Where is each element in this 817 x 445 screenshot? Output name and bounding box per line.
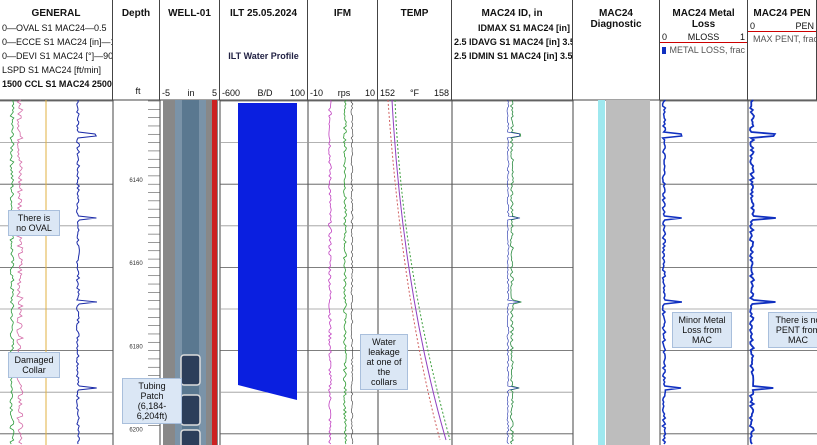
unit-label: ft: [113, 84, 160, 98]
depth-label: 6160: [129, 261, 143, 267]
scale-row: -5 in 5: [160, 88, 219, 98]
scale-row: 0 MLOSS 1: [660, 32, 747, 43]
diagnostic-band: [606, 100, 650, 445]
curve-label: IDMAX S1 MAC24 [in]: [452, 21, 572, 35]
track-header: ILT 25.05.2024 ILT Water Profile -600 B/D 10…: [220, 0, 308, 100]
track-title: Depth: [113, 0, 159, 19]
curve-list: IDMAX S1 MAC24 [in]2.5 IDAVG S1 MAC24 [i…: [452, 21, 572, 63]
curve-label: 0—OVAL S1 MAC24—0.5: [0, 21, 112, 35]
track-header: Depth ft: [113, 0, 160, 100]
legend-swatch: [662, 47, 666, 54]
track-header: WELL-01 -5 in 5: [160, 0, 220, 100]
curve-label: LSPD S1 MAC24 [ft/min]: [0, 63, 112, 77]
track-title: MAC24 PEN: [748, 0, 816, 19]
depth-label: 6140: [129, 178, 143, 184]
track-title: ILT 25.05.2024: [220, 0, 307, 19]
scale-label: 5: [212, 88, 217, 98]
annotation: There is no PENT from MAC: [768, 312, 817, 348]
scale-label: -600: [222, 88, 240, 98]
annotation: Water leakage at one of the collars: [360, 334, 408, 390]
depth-label: 6200: [129, 428, 143, 434]
track-title: TEMP: [378, 0, 451, 19]
scale-row: -600 B/D 100: [220, 88, 307, 98]
track-title: WELL-01: [160, 0, 219, 19]
patch-element: [181, 355, 200, 385]
profile-label: ILT Water Profile: [220, 49, 307, 63]
track-title: IFM: [308, 0, 377, 19]
casing-wall: [212, 100, 217, 445]
scale-label: B/D: [257, 88, 272, 98]
annotation: Minor Metal Loss from MAC: [672, 312, 732, 348]
curve-label: 2.5 IDMIN S1 MAC24 [in] 3.5: [452, 49, 572, 63]
curve-label: 2.5 IDAVG S1 MAC24 [in] 3.5: [452, 35, 572, 49]
annotation: There is no OVAL: [8, 210, 60, 236]
water-profile: [238, 103, 297, 400]
scale-row: -10 rps 10: [308, 88, 377, 98]
legend-label: METAL LOSS, frac: [669, 43, 745, 57]
track-title: MAC24 Metal Loss: [660, 0, 747, 30]
scale-label: 100: [290, 88, 305, 98]
scale-label: MLOSS: [688, 32, 720, 42]
patch-element: [181, 395, 200, 425]
track-title: MAC24 Diagnostic: [573, 0, 659, 30]
well-log-view: 6140 6160 6180 6200 GENERAL 0—OVAL S1 MAC24—…: [0, 0, 817, 445]
depth-label: 6180: [129, 344, 143, 350]
scale-label: 10: [365, 88, 375, 98]
scale-label: PEN: [795, 21, 814, 31]
scale-label: 152: [380, 88, 395, 98]
track-header: IFM -10 rps 10: [308, 0, 378, 100]
track-title: GENERAL: [0, 0, 112, 19]
diagnostic-edge: [598, 100, 605, 445]
track-header: TEMP 152 °F 158: [378, 0, 452, 100]
tubing-bore: [182, 100, 199, 445]
legend-entry: MAX PENT, frac: [748, 32, 816, 46]
curve-label: 1500 CCL S1 MAC24 2500: [0, 77, 112, 91]
scale-label: 0: [750, 21, 755, 31]
track-header: MAC24 Diagnostic: [573, 0, 660, 100]
annotation: Damaged Collar: [8, 352, 60, 378]
curve-label: 0—DEVI S1 MAC24 [°]—90: [0, 49, 112, 63]
scale-label: in: [187, 88, 194, 98]
curve-label: 0—ECCE S1 MAC24 [in]—1: [0, 35, 112, 49]
scale-row: 152 °F 158: [378, 88, 451, 98]
legend-label: MAX PENT, frac: [753, 32, 817, 46]
track-title: MAC24 ID, in: [452, 0, 572, 19]
legend-entry: METAL LOSS, frac: [660, 43, 747, 57]
scale-label: -10: [310, 88, 323, 98]
annotation: Tubing Patch (6,184-6,204ft): [122, 378, 182, 424]
scale-label: 1: [740, 32, 745, 42]
track-header: MAC24 ID, in IDMAX S1 MAC24 [in]2.5 IDAVG…: [452, 0, 573, 100]
scale-label: 0: [662, 32, 667, 42]
patch-element: [181, 430, 200, 445]
scale-label: °F: [410, 88, 419, 98]
scale-label: 158: [434, 88, 449, 98]
scale-row: 0 PEN: [748, 21, 816, 32]
scale-label: rps: [338, 88, 351, 98]
scale-label: -5: [162, 88, 170, 98]
